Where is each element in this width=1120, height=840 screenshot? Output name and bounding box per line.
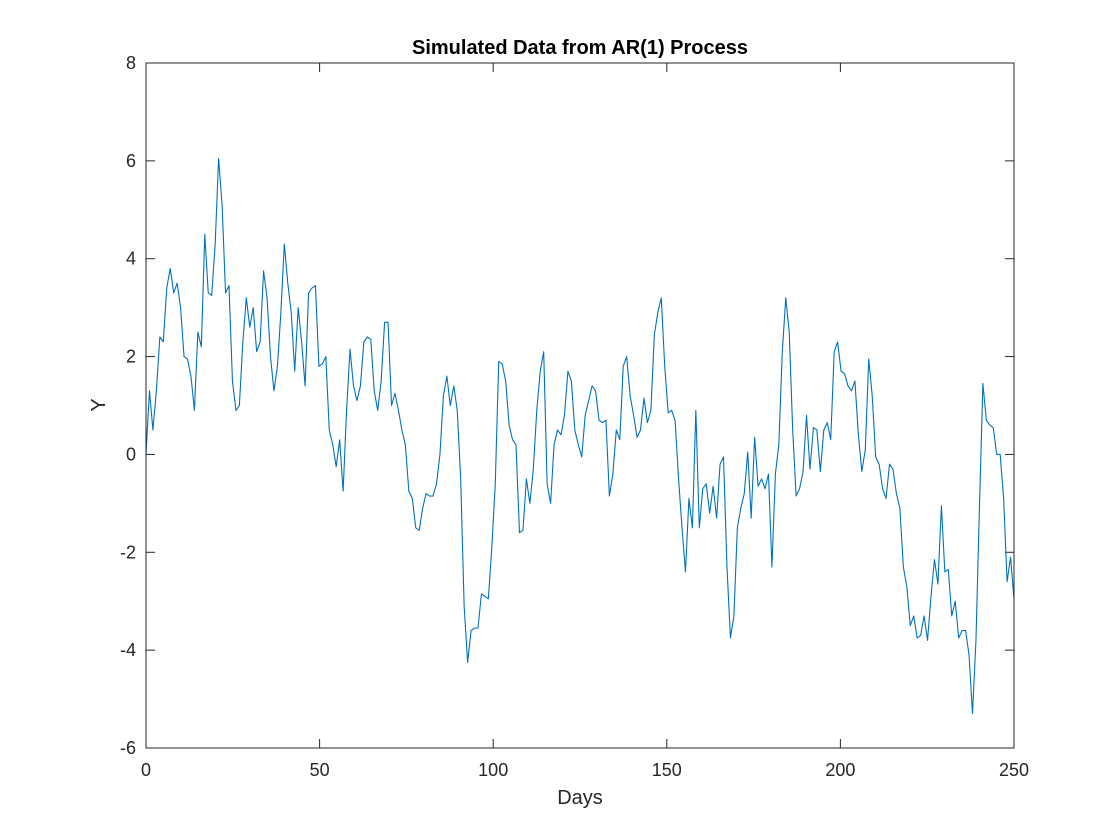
x-tick-label: 150 [652, 760, 682, 780]
x-axis-label: Days [557, 787, 603, 809]
y-tick-label: -4 [120, 640, 136, 660]
x-tick-label: 200 [825, 760, 855, 780]
x-tick-label: 100 [478, 760, 508, 780]
x-tick-label: 50 [310, 760, 330, 780]
series-group [145, 157, 1015, 715]
y-tick-label: 2 [126, 347, 136, 367]
chart-title: Simulated Data from AR(1) Process [412, 37, 748, 59]
y-axis-label: Y [88, 398, 110, 411]
plot-area-frame [145, 62, 1015, 749]
y-tick-label: -2 [120, 542, 136, 562]
y-tick-label: 6 [126, 151, 136, 171]
x-tick-label: 250 [999, 760, 1029, 780]
axis-ticks: 0 50 100 150 200 250 -6 -4 -2 0 2 4 6 8 [120, 53, 1029, 780]
x-tick-label: 0 [141, 760, 151, 780]
series-line-1 [145, 157, 1015, 715]
y-tick-label: 4 [126, 249, 136, 269]
y-tick-label: 8 [126, 53, 136, 73]
y-tick-label: 0 [126, 444, 136, 464]
y-tick-label: -6 [120, 738, 136, 758]
